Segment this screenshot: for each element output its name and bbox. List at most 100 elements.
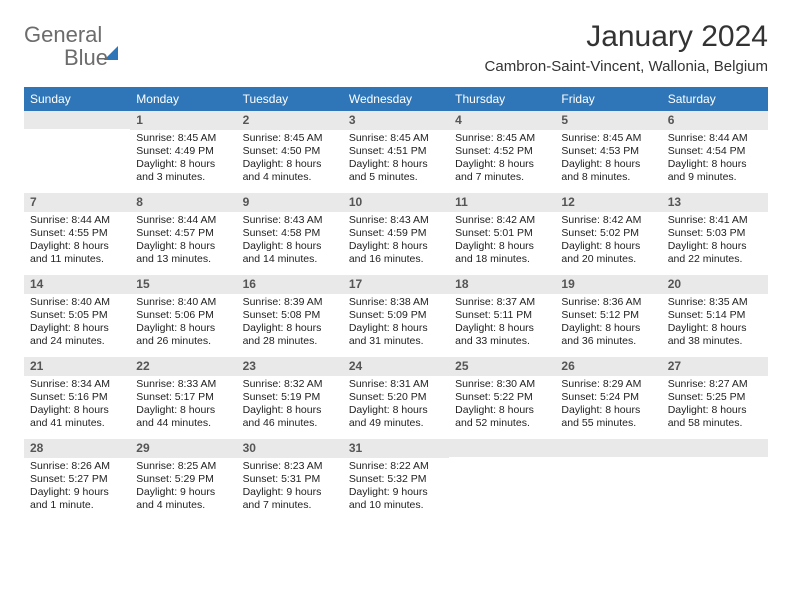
logo: General Blue: [24, 24, 118, 70]
daylight-line-2: and 4 minutes.: [243, 171, 337, 184]
daylight-line-2: and 7 minutes.: [243, 499, 337, 512]
daylight-line-1: Daylight: 8 hours: [349, 158, 443, 171]
day-number: [555, 439, 661, 457]
day-cell: 13Sunrise: 8:41 AMSunset: 5:03 PMDayligh…: [662, 193, 768, 275]
day-cell: 17Sunrise: 8:38 AMSunset: 5:09 PMDayligh…: [343, 275, 449, 357]
sunrise-line: Sunrise: 8:36 AM: [561, 296, 655, 309]
day-headers: Sunday Monday Tuesday Wednesday Thursday…: [24, 87, 768, 111]
sunset-line: Sunset: 5:32 PM: [349, 473, 443, 486]
daylight-line-2: and 16 minutes.: [349, 253, 443, 266]
sunrise-line: Sunrise: 8:45 AM: [349, 132, 443, 145]
day-cell: [662, 439, 768, 521]
daylight-line-2: and 3 minutes.: [136, 171, 230, 184]
day-cell: [555, 439, 661, 521]
day-number: 29: [130, 439, 236, 458]
week-row: 28Sunrise: 8:26 AMSunset: 5:27 PMDayligh…: [24, 439, 768, 521]
day-number: 16: [237, 275, 343, 294]
title-block: January 2024 Cambron-Saint-Vincent, Wall…: [485, 20, 768, 75]
day-number: 3: [343, 111, 449, 130]
day-number: 26: [555, 357, 661, 376]
daylight-line-2: and 24 minutes.: [30, 335, 124, 348]
daylight-line-2: and 7 minutes.: [455, 171, 549, 184]
sunset-line: Sunset: 5:17 PM: [136, 391, 230, 404]
day-cell: 24Sunrise: 8:31 AMSunset: 5:20 PMDayligh…: [343, 357, 449, 439]
day-cell: 9Sunrise: 8:43 AMSunset: 4:58 PMDaylight…: [237, 193, 343, 275]
sunrise-line: Sunrise: 8:26 AM: [30, 460, 124, 473]
day-number: 24: [343, 357, 449, 376]
sunrise-line: Sunrise: 8:45 AM: [561, 132, 655, 145]
daylight-line-1: Daylight: 8 hours: [561, 322, 655, 335]
daylight-line-2: and 41 minutes.: [30, 417, 124, 430]
day-cell: 23Sunrise: 8:32 AMSunset: 5:19 PMDayligh…: [237, 357, 343, 439]
day-cell: 28Sunrise: 8:26 AMSunset: 5:27 PMDayligh…: [24, 439, 130, 521]
day-number: 23: [237, 357, 343, 376]
daylight-line-1: Daylight: 8 hours: [136, 322, 230, 335]
sunset-line: Sunset: 4:55 PM: [30, 227, 124, 240]
header: General Blue January 2024 Cambron-Saint-…: [24, 20, 768, 75]
sunrise-line: Sunrise: 8:40 AM: [30, 296, 124, 309]
sunrise-line: Sunrise: 8:33 AM: [136, 378, 230, 391]
week-row: 14Sunrise: 8:40 AMSunset: 5:05 PMDayligh…: [24, 275, 768, 357]
day-number: [449, 439, 555, 457]
sunrise-line: Sunrise: 8:41 AM: [668, 214, 762, 227]
daylight-line-2: and 52 minutes.: [455, 417, 549, 430]
sunrise-line: Sunrise: 8:44 AM: [30, 214, 124, 227]
sunset-line: Sunset: 5:20 PM: [349, 391, 443, 404]
week-row: 7Sunrise: 8:44 AMSunset: 4:55 PMDaylight…: [24, 193, 768, 275]
sunrise-line: Sunrise: 8:23 AM: [243, 460, 337, 473]
day-number: 4: [449, 111, 555, 130]
day-cell: 6Sunrise: 8:44 AMSunset: 4:54 PMDaylight…: [662, 111, 768, 193]
day-number: 30: [237, 439, 343, 458]
day-number: 13: [662, 193, 768, 212]
day-cell: 11Sunrise: 8:42 AMSunset: 5:01 PMDayligh…: [449, 193, 555, 275]
logo-word-1: General: [24, 22, 102, 47]
daylight-line-2: and 44 minutes.: [136, 417, 230, 430]
daylight-line-1: Daylight: 8 hours: [349, 240, 443, 253]
sunset-line: Sunset: 4:54 PM: [668, 145, 762, 158]
day-number: 22: [130, 357, 236, 376]
day-cell: 19Sunrise: 8:36 AMSunset: 5:12 PMDayligh…: [555, 275, 661, 357]
sunrise-line: Sunrise: 8:37 AM: [455, 296, 549, 309]
day-number: 28: [24, 439, 130, 458]
sunset-line: Sunset: 5:11 PM: [455, 309, 549, 322]
daylight-line-2: and 14 minutes.: [243, 253, 337, 266]
sunrise-line: Sunrise: 8:44 AM: [668, 132, 762, 145]
daylight-line-1: Daylight: 9 hours: [243, 486, 337, 499]
day-number: 21: [24, 357, 130, 376]
day-head-fri: Friday: [555, 87, 661, 111]
sunset-line: Sunset: 4:52 PM: [455, 145, 549, 158]
daylight-line-2: and 38 minutes.: [668, 335, 762, 348]
day-cell: 7Sunrise: 8:44 AMSunset: 4:55 PMDaylight…: [24, 193, 130, 275]
day-cell: 22Sunrise: 8:33 AMSunset: 5:17 PMDayligh…: [130, 357, 236, 439]
day-cell: 8Sunrise: 8:44 AMSunset: 4:57 PMDaylight…: [130, 193, 236, 275]
daylight-line-1: Daylight: 8 hours: [243, 404, 337, 417]
day-cell: 26Sunrise: 8:29 AMSunset: 5:24 PMDayligh…: [555, 357, 661, 439]
week-row: 21Sunrise: 8:34 AMSunset: 5:16 PMDayligh…: [24, 357, 768, 439]
sunset-line: Sunset: 5:24 PM: [561, 391, 655, 404]
sunset-line: Sunset: 5:12 PM: [561, 309, 655, 322]
daylight-line-1: Daylight: 8 hours: [455, 240, 549, 253]
day-number: 15: [130, 275, 236, 294]
day-number: 12: [555, 193, 661, 212]
day-number: 11: [449, 193, 555, 212]
daylight-line-1: Daylight: 8 hours: [561, 240, 655, 253]
daylight-line-1: Daylight: 8 hours: [30, 240, 124, 253]
day-head-wed: Wednesday: [343, 87, 449, 111]
day-number: 27: [662, 357, 768, 376]
sunset-line: Sunset: 4:59 PM: [349, 227, 443, 240]
daylight-line-1: Daylight: 8 hours: [30, 404, 124, 417]
day-cell: 21Sunrise: 8:34 AMSunset: 5:16 PMDayligh…: [24, 357, 130, 439]
sunrise-line: Sunrise: 8:38 AM: [349, 296, 443, 309]
sunrise-line: Sunrise: 8:44 AM: [136, 214, 230, 227]
day-number: 18: [449, 275, 555, 294]
daylight-line-1: Daylight: 8 hours: [561, 158, 655, 171]
sunset-line: Sunset: 5:06 PM: [136, 309, 230, 322]
sunset-line: Sunset: 5:25 PM: [668, 391, 762, 404]
sunset-line: Sunset: 4:53 PM: [561, 145, 655, 158]
daylight-line-2: and 20 minutes.: [561, 253, 655, 266]
daylight-line-1: Daylight: 8 hours: [136, 240, 230, 253]
day-number: 20: [662, 275, 768, 294]
daylight-line-1: Daylight: 9 hours: [30, 486, 124, 499]
sunrise-line: Sunrise: 8:45 AM: [243, 132, 337, 145]
day-head-thu: Thursday: [449, 87, 555, 111]
